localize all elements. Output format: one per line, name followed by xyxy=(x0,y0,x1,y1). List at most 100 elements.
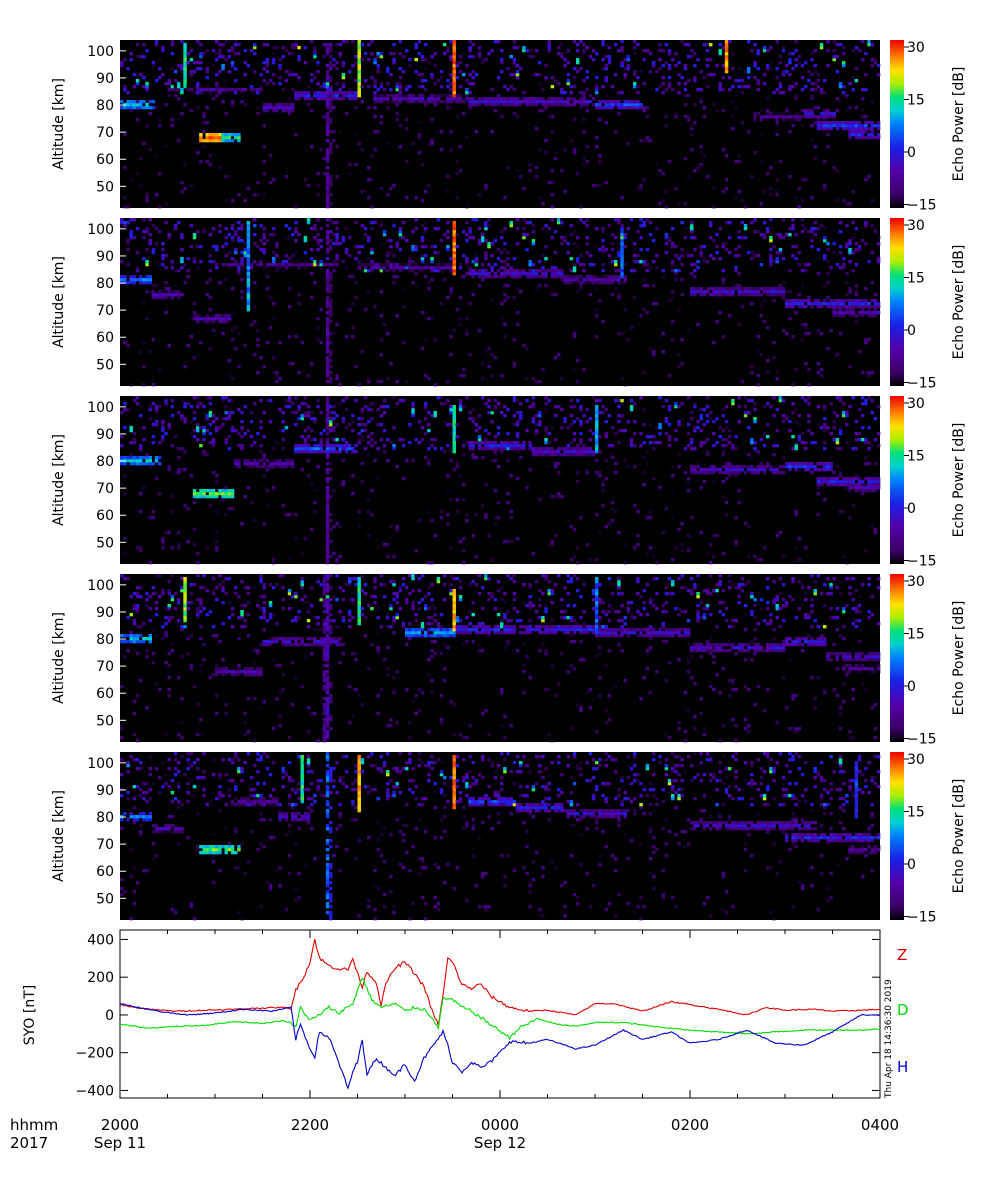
echo-cell xyxy=(861,40,865,44)
echo-cell xyxy=(167,94,171,98)
echo-cell xyxy=(667,82,672,86)
echo-cell xyxy=(810,73,814,77)
echo-cell xyxy=(300,447,304,451)
echo-cell xyxy=(585,103,589,107)
echo-cell xyxy=(284,49,289,53)
echo-cell xyxy=(781,281,786,285)
echo-cell xyxy=(167,79,171,83)
echo-cell xyxy=(595,471,599,475)
echo-cell xyxy=(363,266,368,270)
echo-cell xyxy=(623,236,627,240)
echo-cell xyxy=(816,272,821,276)
echo-cell xyxy=(215,540,219,544)
echo-cell xyxy=(538,97,542,101)
echo-cell xyxy=(420,260,425,264)
echo-cell xyxy=(303,236,308,240)
echo-cell xyxy=(617,399,621,403)
echo-cell xyxy=(243,405,247,409)
echo-cell xyxy=(278,377,282,381)
echo-cell xyxy=(724,55,729,59)
echo-cell xyxy=(183,58,187,62)
echo-cell xyxy=(604,408,608,412)
echo-cell xyxy=(588,100,593,104)
echo-cell xyxy=(436,218,441,222)
echo-cell xyxy=(297,91,301,95)
echo-cell xyxy=(211,320,216,324)
echo-cell xyxy=(436,94,441,98)
echo-cell xyxy=(781,236,786,240)
echo-cell xyxy=(500,49,504,53)
echo-cell xyxy=(161,263,165,267)
echo-cell xyxy=(781,293,786,297)
echo-cell xyxy=(240,296,244,300)
echo-cell xyxy=(325,347,330,351)
echo-cell xyxy=(240,88,244,92)
echo-cell xyxy=(462,453,466,457)
echo-cell xyxy=(123,552,127,556)
echo-cell xyxy=(335,94,339,98)
echo-cell xyxy=(234,347,238,351)
echo-cell xyxy=(471,43,475,47)
echo-cell xyxy=(370,76,374,80)
echo-cell xyxy=(737,236,741,240)
echo-cell xyxy=(325,432,330,436)
echo-cell xyxy=(816,115,821,119)
echo-cell xyxy=(642,423,646,427)
echo-cell xyxy=(183,504,187,508)
echo-cell xyxy=(591,450,596,454)
echo-cell xyxy=(120,64,124,68)
echo-cell xyxy=(284,79,289,83)
echo-cell xyxy=(506,501,510,505)
echo-cell xyxy=(572,432,577,436)
echo-cell xyxy=(373,61,377,65)
echo-cell xyxy=(547,441,551,445)
echo-cell xyxy=(867,374,871,378)
echo-cell xyxy=(446,106,450,110)
echo-cell xyxy=(341,260,346,264)
echo-cell xyxy=(325,187,330,191)
echo-cell xyxy=(325,480,330,484)
echo-cell xyxy=(139,281,143,285)
echo-cell xyxy=(357,58,361,62)
echo-cell xyxy=(674,115,678,119)
echo-cell xyxy=(452,239,456,243)
echo-cell xyxy=(544,103,548,107)
echo-cell xyxy=(696,88,700,92)
echo-cell xyxy=(585,160,589,164)
echo-cell xyxy=(287,236,292,240)
echo-cell xyxy=(344,266,349,270)
echo-cell xyxy=(192,311,197,315)
echo-cell xyxy=(810,124,814,128)
echo-cell xyxy=(325,224,330,228)
echo-cell xyxy=(310,483,314,487)
echo-cell xyxy=(329,308,333,312)
echo-cell xyxy=(405,88,409,92)
echo-cell xyxy=(515,227,520,231)
echo-cell xyxy=(303,411,308,415)
echo-cell xyxy=(306,221,311,225)
echo-cell xyxy=(427,61,431,65)
echo-cell xyxy=(861,239,865,243)
echo-cell xyxy=(826,296,830,300)
echo-cell xyxy=(471,417,475,421)
echo-cell xyxy=(455,115,460,119)
echo-cell xyxy=(436,396,441,400)
echo-cell xyxy=(864,121,868,125)
echo-cell xyxy=(240,100,244,104)
echo-cell xyxy=(487,365,491,369)
altitude-tick-label: 60 xyxy=(96,152,114,168)
echo-cell xyxy=(870,127,874,131)
echo-cell xyxy=(446,513,450,517)
echo-cell xyxy=(360,245,365,249)
echo-cell xyxy=(420,236,425,240)
echo-cell xyxy=(595,85,599,89)
echo-cell xyxy=(205,160,209,164)
echo-cell xyxy=(585,278,589,282)
echo-cell xyxy=(158,118,162,122)
echo-cell xyxy=(512,97,517,101)
echo-cell xyxy=(452,266,456,270)
echo-cell xyxy=(284,254,289,258)
echo-cell xyxy=(550,169,555,173)
echo-cell xyxy=(582,43,586,47)
echo-cell xyxy=(284,405,289,409)
